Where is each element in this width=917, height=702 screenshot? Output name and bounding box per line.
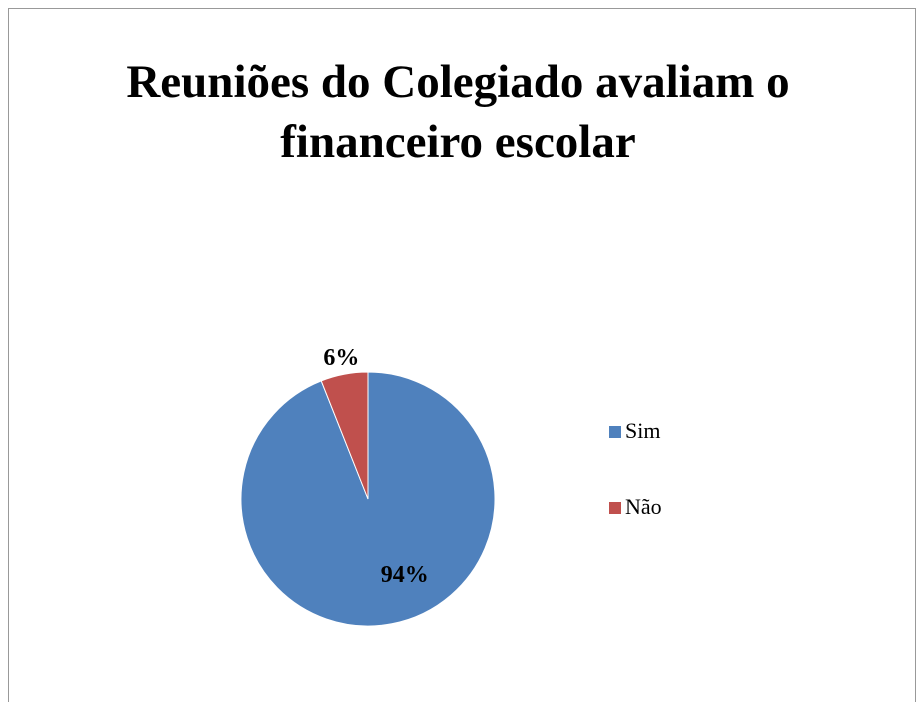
- legend-label: Sim: [625, 418, 660, 443]
- legend-label: Não: [625, 494, 662, 519]
- pie-slice: [240, 371, 496, 627]
- chart-title: Reuniões do Colegiado avaliam o financei…: [126, 56, 790, 168]
- chart-border: [8, 8, 916, 702]
- data-label: 94%: [381, 562, 429, 588]
- legend-swatch: [609, 426, 621, 438]
- data-label: 6%: [323, 345, 359, 371]
- legend-swatch: [609, 502, 621, 514]
- pie-slice: [320, 371, 369, 500]
